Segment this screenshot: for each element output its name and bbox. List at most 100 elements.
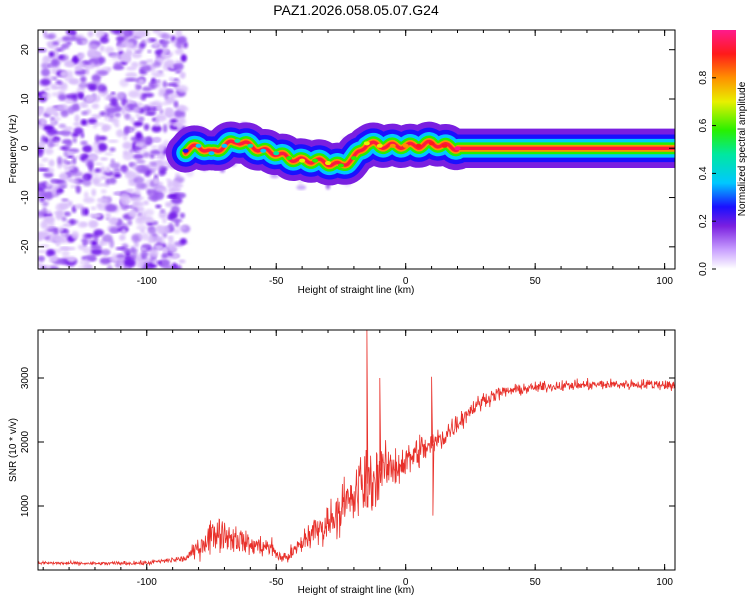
spectrogram-speckle-cell [179, 238, 187, 245]
spectrogram-speckle-cell [41, 62, 50, 70]
spectrogram-ridge-knot [234, 138, 241, 143]
spectrogram-speckle-cell [94, 168, 101, 173]
spectrogram-speckle-cell [44, 236, 51, 240]
spectrogram-speckle-cell [96, 202, 104, 210]
spectrogram-speckle-cell [122, 141, 133, 150]
spectrogram-x-tick-label: 100 [656, 276, 673, 287]
spectrogram-speckle-cell [94, 162, 104, 166]
spectrogram-speckle-cell [128, 90, 140, 98]
spectrogram-speckle-cell [90, 206, 97, 211]
spectrogram-speckle-cell [59, 83, 67, 89]
spectrogram-speckle-cell [98, 135, 108, 141]
spectrogram-speckle-cell [153, 178, 159, 185]
spectrogram-y-tick-label: 10 [20, 93, 31, 105]
spectrogram-speckle-cell [143, 200, 149, 206]
spectrogram-speckle-cell [158, 173, 164, 177]
spectrogram-speckle-cell [38, 106, 45, 116]
spectrogram-speckle-cell [129, 148, 134, 154]
colorbar-gradient [712, 30, 736, 269]
spectrogram-speckle-cell [52, 117, 62, 121]
spectrogram-speckle-cell [39, 197, 46, 202]
spectrogram-ridge-knot [312, 158, 319, 163]
spectrogram-speckle-cell [172, 122, 182, 127]
spectrogram-speckle-cell [85, 94, 95, 104]
spectrogram-speckle-cell [73, 127, 84, 135]
snr-x-tick-label: 0 [403, 577, 409, 588]
spectrogram-speckle-cell [76, 92, 84, 99]
spectrogram-speckle-cell [68, 78, 80, 85]
spectrogram-speckle-cell [75, 34, 85, 39]
spectrogram-speckle-cell [113, 167, 121, 175]
spectrogram-speckle-cell [152, 30, 161, 34]
spectrogram-speckle-cell [58, 123, 67, 129]
spectrogram-speckle-cell [93, 229, 105, 237]
snr-y-tick-label: 3000 [20, 366, 31, 389]
spectrogram-speckle-cell [121, 164, 128, 174]
spectrogram-speckle-cell [125, 188, 135, 193]
spectrogram-speckle-cell [138, 78, 145, 85]
spectrogram-speckle-cell [88, 44, 99, 49]
spectrogram-speckle-cell [110, 30, 122, 34]
spectrogram-speckle-cell [87, 237, 93, 245]
snr-frame [37, 329, 676, 571]
spectrogram-ridge-knot [454, 146, 461, 151]
spectrogram-speckle-cell [113, 111, 121, 118]
spectrogram-speckle-cell [57, 93, 67, 101]
spectrogram-speckle-cell [157, 144, 165, 153]
spectrogram-speckle-cell [56, 156, 63, 165]
spectrogram-speckle-cell [38, 231, 49, 238]
spectrogram-ridge-knot [208, 151, 215, 156]
spectrogram-speckle-cell [57, 55, 65, 60]
spectrogram-speckle-cell [133, 200, 139, 205]
spectrogram-speckle-cell [162, 217, 167, 224]
spectrogram-speckle-cell [153, 73, 165, 77]
spectrogram-speckle-cell [40, 68, 51, 77]
spectrogram-speckle-cell [38, 182, 47, 191]
spectrogram-speckle-cell [173, 64, 182, 69]
spectrogram-speckle-cell [156, 191, 164, 200]
spectrogram-ridge-knot [428, 141, 435, 146]
spectrogram-speckle-cell [164, 112, 171, 116]
spectrogram-speckle-cell [116, 253, 126, 259]
spectrogram-speckle-cell [44, 87, 50, 91]
spectrogram-speckle-cell [166, 195, 176, 199]
spectrogram-speckle-cell [122, 30, 134, 38]
spectrogram-speckle-cell [155, 113, 167, 122]
spectrogram-speckle-cell [131, 51, 142, 59]
snr-x-axis-label: Height of straight line (km) [298, 585, 415, 596]
spectrogram-speckle-cell [104, 46, 115, 54]
spectrogram-speckle-cell [48, 265, 59, 269]
spectrogram-speckle-cell [133, 106, 140, 113]
spectrogram-speckle-cell [121, 108, 126, 115]
spectrogram-speckle-cell [60, 232, 67, 238]
spectrogram-speckle-cell [138, 196, 145, 200]
spectrogram-speckle-cell [71, 156, 77, 165]
spectrogram-speckle-cell [179, 106, 189, 112]
spectrogram-speckle-cell [99, 36, 110, 44]
spectrogram-speckle-cell [105, 178, 111, 185]
spectrogram-speckle-cell [79, 76, 87, 83]
spectrogram-speckle-cell [61, 249, 70, 259]
spectrogram-speckle-cell [115, 92, 126, 100]
spectrogram-speckle-cell [45, 209, 52, 215]
spectrogram-speckle-cell [48, 141, 55, 148]
spectrogram-speckle-cell [91, 175, 103, 183]
spectrogram-speckle-cell [174, 48, 184, 55]
snr-x-tick-label: -50 [269, 577, 284, 588]
snr-panel: -100 -50 0 50 100 1000 2000 3000 Height of str… [8, 329, 676, 596]
spectrogram-speckle-cell [134, 50, 143, 54]
spectrogram-speckle-cell [38, 168, 49, 172]
spectrogram-speckle-cell [163, 59, 176, 69]
figure-title: PAZ1.2026.058.05.07.G24 [273, 2, 439, 18]
spectrogram-speckle-cell [99, 257, 112, 265]
spectrogram-speckle-cell [77, 221, 88, 229]
spectrogram-speckle-cell [174, 109, 184, 118]
spectrogram-speckle-cell [66, 256, 77, 263]
spectrogram-ridge-knot [376, 143, 383, 148]
spectrogram-speckle-cell [69, 179, 79, 184]
spectrogram-speckle-cell [79, 101, 87, 108]
spectrogram-speckle-cell [82, 179, 92, 187]
spectrogram-speckle-cell [77, 265, 90, 269]
spectrogram-speckle-cell [296, 184, 307, 190]
spectrogram-speckle-cell [144, 218, 156, 223]
